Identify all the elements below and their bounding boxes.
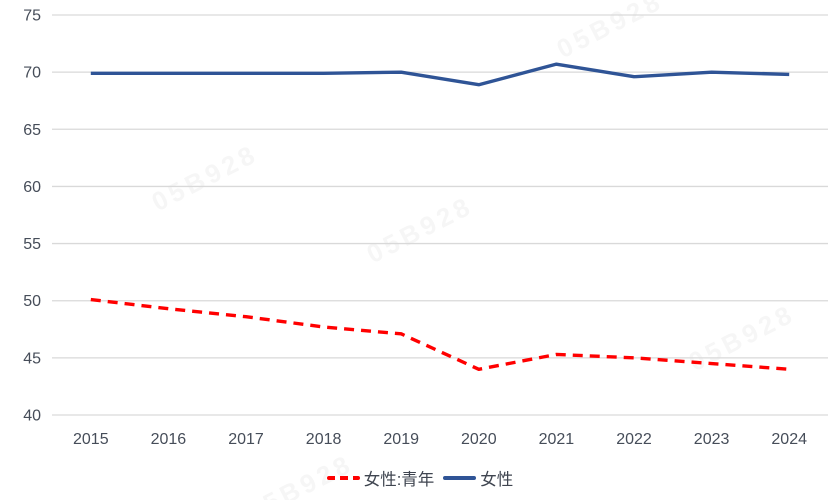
y-tick-label: 55	[23, 236, 41, 253]
y-tick-label: 70	[23, 65, 41, 82]
x-tick-label: 2022	[616, 431, 652, 448]
x-tick-label: 2024	[771, 431, 807, 448]
legend-swatch-dashed-red	[326, 476, 360, 480]
y-tick-label: 75	[23, 8, 41, 25]
x-tick-label: 2015	[73, 431, 109, 448]
x-tick-label: 2016	[151, 431, 187, 448]
x-tick-label: 2018	[306, 431, 342, 448]
y-tick-label: 65	[23, 122, 41, 139]
legend-label-female-youth: 女性:青年	[363, 471, 435, 489]
chart-legend: 女性:青年 女性	[0, 465, 840, 491]
y-tick-label: 60	[23, 179, 41, 196]
y-tick-label: 50	[23, 293, 41, 310]
y-tick-label: 45	[23, 350, 41, 367]
x-tick-label: 2023	[694, 431, 730, 448]
legend-swatch-solid-blue	[443, 476, 477, 480]
x-tick-label: 2019	[383, 431, 419, 448]
series-line-0	[90, 297, 790, 371]
series-line-1	[90, 62, 790, 87]
legend-item-female: 女性	[443, 466, 513, 490]
y-tick-label: 40	[23, 408, 41, 425]
x-tick-label: 2021	[539, 431, 575, 448]
x-tick-label: 2020	[461, 431, 497, 448]
legend-label-female: 女性	[480, 471, 514, 489]
legend-item-female-youth: 女性:青年	[326, 466, 435, 490]
x-tick-label: 2017	[228, 431, 264, 448]
